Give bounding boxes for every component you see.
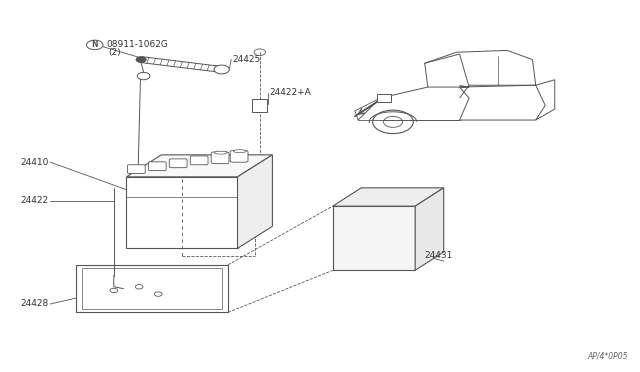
- Polygon shape: [252, 99, 268, 112]
- FancyBboxPatch shape: [127, 165, 145, 174]
- Polygon shape: [237, 155, 273, 248]
- FancyBboxPatch shape: [190, 156, 208, 165]
- Polygon shape: [333, 206, 415, 270]
- Text: 08911-1062G: 08911-1062G: [106, 41, 168, 49]
- Text: 24428: 24428: [20, 299, 49, 308]
- Text: N: N: [92, 41, 98, 49]
- Text: 24422+A: 24422+A: [269, 88, 311, 97]
- FancyBboxPatch shape: [230, 150, 248, 162]
- Ellipse shape: [234, 150, 246, 153]
- FancyBboxPatch shape: [170, 159, 187, 168]
- Text: 24425: 24425: [232, 55, 260, 64]
- Text: 24431: 24431: [425, 251, 453, 260]
- Circle shape: [214, 65, 229, 74]
- Text: 24410: 24410: [20, 158, 49, 167]
- Polygon shape: [415, 188, 444, 270]
- Polygon shape: [127, 155, 273, 177]
- Text: 24422: 24422: [20, 196, 49, 205]
- Text: (2): (2): [109, 48, 122, 58]
- FancyBboxPatch shape: [148, 162, 166, 171]
- Ellipse shape: [214, 151, 227, 154]
- FancyBboxPatch shape: [211, 152, 229, 164]
- Circle shape: [136, 57, 146, 62]
- Polygon shape: [377, 94, 391, 102]
- Polygon shape: [333, 188, 444, 206]
- Text: AP/4*0P05: AP/4*0P05: [588, 351, 628, 360]
